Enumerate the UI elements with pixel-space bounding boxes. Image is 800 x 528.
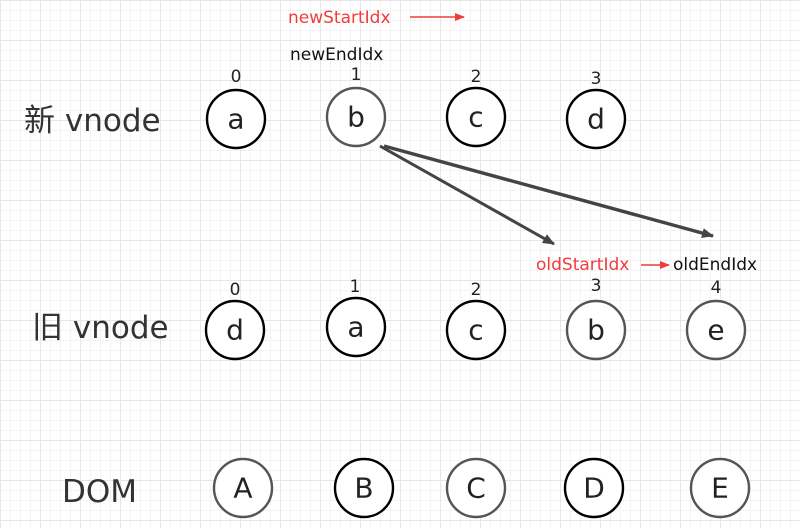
old-index-2: 2 xyxy=(471,280,482,300)
arrow-b-to-old-end xyxy=(383,144,714,238)
old-node-c: c xyxy=(445,299,507,361)
old-node-a-label: a xyxy=(347,311,364,344)
dom-node-a-label: A xyxy=(233,472,252,505)
old-start-idx-label: oldStartIdx xyxy=(536,255,629,275)
old-node-e-label: e xyxy=(707,314,724,347)
dom-node-e-label: E xyxy=(711,472,729,505)
old-node-a: a xyxy=(325,296,387,358)
old-node-c-label: c xyxy=(468,314,483,347)
new-node-d-label: d xyxy=(587,103,605,136)
new-node-a-label: a xyxy=(227,103,244,136)
dom-node-b-label: B xyxy=(354,472,373,505)
old-node-d-label: d xyxy=(226,314,244,347)
old-index-1: 1 xyxy=(350,277,361,297)
new-index-1: 1 xyxy=(351,65,362,85)
new-node-a: a xyxy=(205,88,267,150)
new-end-idx-label: newEndIdx xyxy=(290,45,383,65)
old-node-e: e xyxy=(685,299,747,361)
row-label-new-vnode: 新 vnode xyxy=(24,103,161,139)
new-node-c: c xyxy=(445,86,507,148)
arrow-b-to-old-start xyxy=(379,144,555,246)
new-index-2: 2 xyxy=(471,67,482,87)
old-index-4: 4 xyxy=(711,278,722,298)
dom-node-a: A xyxy=(212,457,274,519)
old-index-3: 3 xyxy=(591,276,602,296)
dom-node-b: B xyxy=(333,457,395,519)
new-node-d: d xyxy=(565,88,627,150)
dom-node-c: C xyxy=(445,457,507,519)
new-index-0: 0 xyxy=(231,67,242,87)
row-label-old-vnode: 旧 vnode xyxy=(32,310,169,346)
old-index-0: 0 xyxy=(230,280,241,300)
dom-node-d-label: D xyxy=(583,472,605,505)
new-start-idx-label: newStartIdx xyxy=(288,8,391,28)
new-node-b: b xyxy=(325,86,387,148)
new-node-b-label: b xyxy=(347,101,365,134)
row-label-dom: DOM xyxy=(62,474,137,510)
old-node-d: d xyxy=(204,299,266,361)
new-index-3: 3 xyxy=(591,69,602,89)
old-node-b-label: b xyxy=(587,314,605,347)
old-node-b: b xyxy=(565,299,627,361)
dom-node-e: E xyxy=(689,457,751,519)
old-end-idx-label: oldEndIdx xyxy=(673,255,757,275)
dom-node-d: D xyxy=(563,457,625,519)
dom-node-c-label: C xyxy=(466,472,486,505)
new-node-c-label: c xyxy=(468,101,483,134)
